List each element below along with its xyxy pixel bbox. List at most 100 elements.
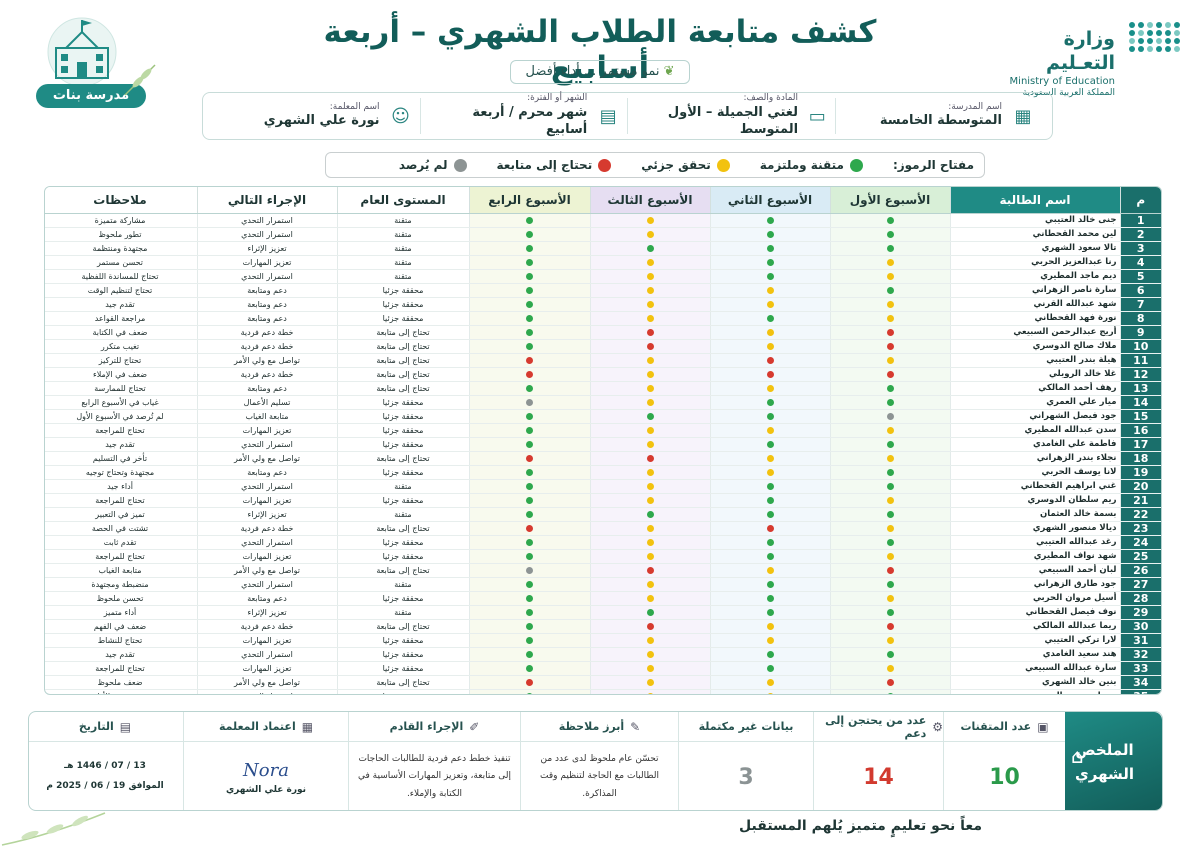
ok-status-icon — [766, 244, 774, 252]
ok-status-icon — [526, 230, 533, 238]
week-1-status — [829, 269, 950, 284]
notes: ضعف في الكتابة — [45, 325, 197, 340]
week-2-status — [709, 353, 830, 368]
partial-status-icon — [886, 272, 894, 280]
partial-status-icon — [646, 594, 654, 602]
week-1-status — [829, 409, 950, 424]
follow-status-icon — [886, 566, 894, 574]
table-row: 26 لبان أحمد السبيعي تحتاج إلى متابعة تواصل… — [45, 563, 1161, 578]
partial-status-icon — [646, 370, 654, 378]
student-name: فاطمة علي الغامدي — [949, 437, 1120, 452]
partial-status-icon — [766, 678, 774, 686]
col-week2-header: الأسبوع الثاني — [709, 187, 830, 214]
kingdom-name: المملكة العربية السعودية — [1022, 88, 1115, 98]
row-number: 13 — [1119, 381, 1161, 396]
notes: مراجعة القواعد — [45, 311, 197, 326]
row-number: 4 — [1119, 255, 1161, 270]
ok-status-icon — [526, 538, 533, 546]
teacher-signature: Nora — [243, 759, 289, 781]
legend-title: مفتاح الرموز: — [892, 158, 974, 172]
legend-ok-label: متقنة وملتزمة — [759, 158, 844, 172]
ok-status-icon — [886, 538, 894, 546]
summary-needs-support-value: 14 — [863, 764, 894, 790]
summary-note-text: تحسّن عام ملحوظ لدى عدد من الطالبات مع ا… — [539, 754, 660, 799]
ok-status-icon — [526, 608, 533, 616]
info-subject-value: لغتي الجميلة – الأول المتوسط — [667, 104, 799, 137]
table-row: 28 أسيل مروان الحربي محققة جزئيا دعم ومتابع… — [45, 591, 1161, 606]
info-school: ▦ اسم المدرسة: المتوسطة الخامسة — [834, 98, 1043, 134]
next-action: تعزيز المهارات — [196, 255, 337, 270]
partial-status-icon — [646, 258, 654, 266]
week-2-status — [709, 451, 830, 466]
week-2-status — [709, 465, 830, 480]
week-3-status — [589, 451, 710, 466]
overall-level: متقنة — [336, 213, 469, 228]
week-3-status — [589, 689, 710, 694]
table-row: 20 غني ابراهيم القحطاني متقنة استمرار التحد… — [45, 479, 1161, 494]
week-4-status — [468, 493, 590, 508]
notes: تحتاج للمراجعة — [45, 493, 197, 508]
partial-status-icon — [886, 636, 894, 644]
student-name: تالا سعود الشهري — [949, 241, 1120, 256]
week-4-status — [468, 549, 590, 564]
notes: ضعف ملحوظ — [45, 675, 197, 690]
summary-incomplete: بيانات غير مكتملة 3 — [678, 712, 813, 810]
yellow-circle-icon — [716, 158, 730, 172]
row-number: 27 — [1119, 577, 1161, 592]
week-2-status — [709, 409, 830, 424]
notes: لم تُرصد في الأسبوع الأول — [45, 409, 197, 424]
building-icon: ▦ — [301, 719, 314, 734]
table-row: 22 بسمة خالد العثمان متقنة تعزيز الإثراء تمي… — [45, 507, 1161, 522]
notes: تحسن ملحوظ — [45, 591, 197, 606]
week-3-status — [589, 619, 710, 634]
table-row: 11 هيلة بندر العتيبي تحتاج إلى متابعة تواصل… — [45, 353, 1161, 368]
week-4-status — [468, 269, 590, 284]
week-3-status — [589, 311, 710, 326]
overall-level: تحتاج إلى متابعة — [336, 381, 469, 396]
student-name: بسمة خالد العثمان — [949, 507, 1120, 522]
week-2-status — [709, 269, 830, 284]
partial-status-icon — [766, 328, 774, 336]
partial-status-icon — [886, 552, 894, 560]
partial-status-icon — [646, 356, 654, 364]
table-row: 33 سارة عبدالله السبيعي محققة جزئيا تعزيز ا… — [45, 661, 1161, 676]
student-name: لبان أحمد السبيعي — [949, 563, 1120, 578]
student-name: لين محمد القحطاني — [949, 227, 1120, 242]
week-2-status — [709, 227, 830, 242]
table-row: 29 نوف فيصل القحطاني متقنة تعزيز الإثراء أدا… — [45, 605, 1161, 620]
week-1-status — [829, 647, 950, 662]
table-row: 24 رغد عبدالله العتيبي محققة جزئيا استمرار … — [45, 535, 1161, 550]
table-row: 3 تالا سعود الشهري متقنة تعزيز الإثراء مجتهد… — [45, 241, 1161, 256]
leaf-branch-icon — [124, 64, 156, 96]
week-4-status — [468, 605, 590, 620]
document-edit-icon: ✐ — [469, 719, 480, 734]
col-notes-header: ملاحظات — [45, 187, 197, 214]
next-action: استمرار التحدي — [196, 577, 337, 592]
student-name: سارة ناصر الزهراني — [949, 283, 1120, 298]
week-4-status — [468, 227, 590, 242]
ok-status-icon — [886, 650, 894, 658]
ok-status-icon — [526, 510, 533, 518]
user-icon: ☺ — [391, 105, 410, 127]
next-action: دعم ومتابعة — [196, 465, 337, 480]
ok-status-icon — [766, 664, 774, 672]
overall-level: متقنة — [336, 227, 469, 242]
ok-status-icon — [766, 650, 774, 658]
summary-approval: ▦ اعتماد المعلمة Nora نورة علي الشهري — [183, 712, 348, 810]
week-4-status — [468, 325, 590, 340]
table-row: 7 شهد عبدالله القرني محققة جزئيا دعم ومتابع… — [45, 297, 1161, 312]
week-2-status — [709, 689, 830, 694]
notes: ضعف في الفهم — [45, 619, 197, 634]
summary-needs-support-label: عدد من يحتجن إلى دعم — [825, 713, 927, 740]
table-row: 12 غلا خالد الرويلي تحتاج إلى متابعة خطة دع… — [45, 367, 1161, 382]
row-number: 35 — [1119, 689, 1161, 694]
week-2-status — [709, 395, 830, 410]
week-3-status — [589, 395, 710, 410]
next-action: تواصل مع ولي الأمر — [196, 675, 337, 690]
student-name: ريما عبدالله المالكي — [949, 619, 1120, 634]
col-week3-header: الأسبوع الثالث — [589, 187, 710, 214]
row-number: 34 — [1119, 675, 1161, 690]
partial-status-icon — [886, 258, 894, 266]
student-name: بنين خالد الشهري — [949, 675, 1120, 690]
week-1-status — [829, 353, 950, 368]
